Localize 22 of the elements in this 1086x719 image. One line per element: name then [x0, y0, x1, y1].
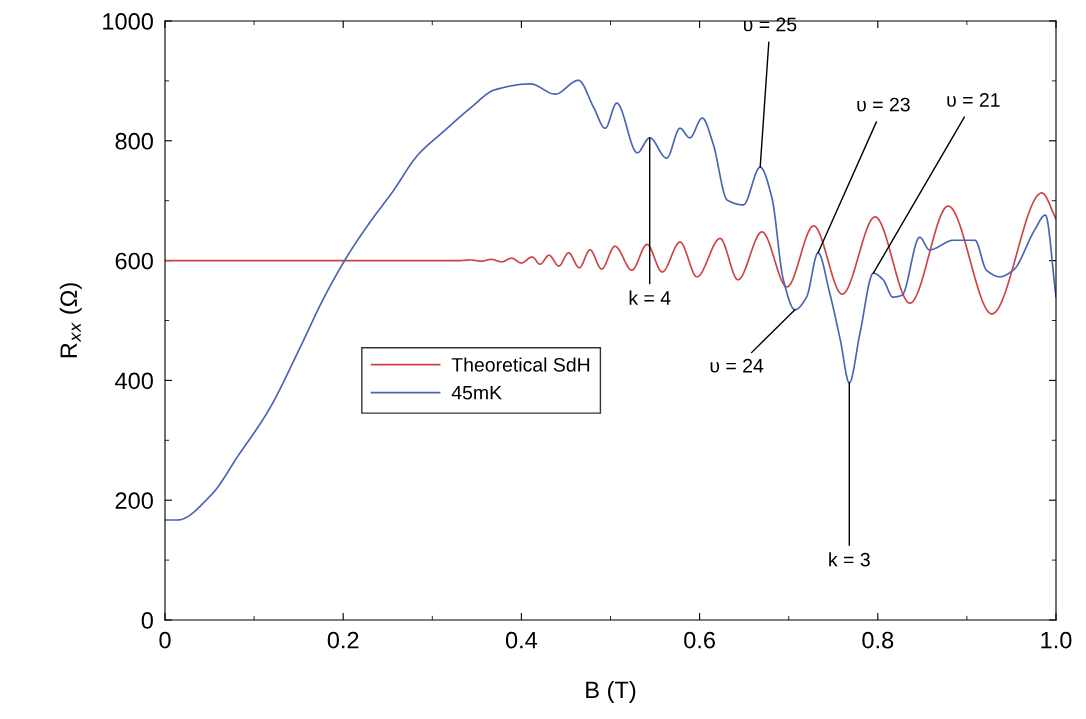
annotation: υ = 21	[947, 93, 1000, 107]
annotation: k = 3	[829, 552, 870, 567]
x-axis-title: B (T)	[586, 680, 636, 703]
y-tick-label: 200	[115, 492, 153, 509]
y-tick-label: 800	[115, 132, 153, 150]
annotation: k = 4	[629, 290, 671, 305]
y-tick-label: 600	[115, 252, 153, 270]
y-tick-label: 1000	[103, 13, 153, 30]
annotation: υ = 24	[710, 358, 764, 373]
y-tick-label: 0	[141, 612, 153, 629]
legend-label: Theoretical SdH	[451, 357, 590, 372]
x-tick-label: 1.0	[1041, 631, 1072, 649]
y-tick-label: 400	[115, 372, 153, 390]
x-tick-label: 0.8	[862, 631, 894, 649]
annotation: υ = 23	[857, 97, 910, 112]
annotation: υ = 25	[743, 17, 797, 32]
x-tick-label: 0.2	[327, 631, 359, 649]
x-tick-label: 0.4	[505, 631, 538, 649]
x-tick-label: 0	[159, 631, 171, 649]
x-tick-label: 0.6	[684, 631, 715, 649]
legend-label: 45mK	[451, 385, 502, 400]
y-axis-title: R$_{xx}$ (Ω)	[59, 283, 82, 358]
